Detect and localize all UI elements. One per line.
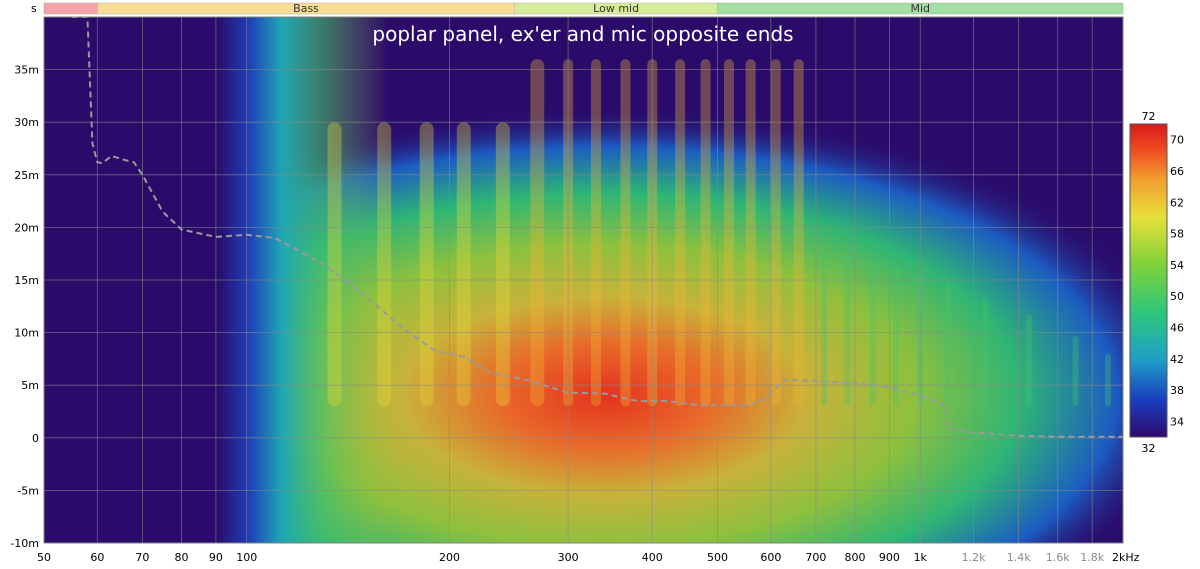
decay-streak	[1072, 336, 1079, 407]
decay-streak	[892, 267, 899, 407]
x-tick-label: 90	[209, 551, 223, 564]
band-segment	[717, 2, 1124, 15]
y-tick-label: 30m	[14, 116, 39, 129]
decay-streak	[982, 296, 989, 407]
color-scale-bar	[1129, 123, 1168, 438]
y-tick-label: -10m	[10, 537, 39, 550]
band-segment	[43, 2, 98, 15]
color-scale-tick-label: 38	[1170, 384, 1184, 397]
band-label: Mid	[910, 2, 930, 15]
x-tick-label: 400	[642, 551, 663, 564]
x-tick-label: 1.2k	[962, 551, 986, 564]
decay-streak	[844, 255, 851, 407]
peak-ridge-curve	[71, 17, 1123, 438]
color-scale-tick-label: 42	[1170, 353, 1184, 366]
x-tick-label: 1k	[914, 551, 928, 564]
decay-streak	[675, 59, 686, 407]
x-tick-label: 100	[236, 551, 257, 564]
decay-streak	[377, 122, 392, 407]
color-scale-tick-label: 62	[1170, 196, 1184, 209]
color-scale-tick-label: 46	[1170, 321, 1184, 334]
plot-border	[43, 16, 1124, 544]
decay-streak	[419, 122, 434, 407]
plot-area	[44, 17, 1123, 543]
decay-streak	[456, 122, 471, 407]
color-scale-legend: 72 32 70 66 62 58 54 50 46 42 38 34	[1129, 110, 1184, 455]
y-tick-label: 25m	[14, 169, 39, 182]
x-tick-label: 700	[805, 551, 826, 564]
decay-streak	[745, 59, 756, 407]
decay-streak	[1025, 314, 1032, 407]
decay-streak	[1104, 353, 1111, 407]
x-axis-ticks: 50 60 70 80 90 100 200 300 400 500 600 700 800 900 1k 1…	[37, 551, 1140, 564]
y-tick-label: 15m	[14, 274, 39, 287]
band-label: Low mid	[593, 2, 639, 15]
x-tick-label: 70	[135, 551, 149, 564]
y-tick-label: 0	[32, 432, 39, 445]
x-tick-label: 80	[174, 551, 188, 564]
decay-streak	[620, 59, 631, 407]
color-scale-tick-label: 66	[1170, 165, 1184, 178]
y-tick-label: 35m	[14, 64, 39, 77]
color-scale-min-label: 32	[1142, 442, 1156, 455]
x-tick-label: 800	[844, 551, 865, 564]
color-scale-max-label: 72	[1142, 110, 1156, 123]
x-tick-label: 60	[90, 551, 104, 564]
color-scale-tick-label: 54	[1170, 259, 1184, 272]
decay-streak	[821, 250, 828, 407]
x-tick-label: 500	[707, 551, 728, 564]
decay-streak	[327, 122, 342, 407]
decay-streak	[530, 59, 545, 407]
color-scale-tick-label: 34	[1170, 415, 1184, 428]
decay-streaks	[327, 59, 1111, 407]
decay-streak	[945, 283, 952, 407]
x-tick-label: 50	[37, 551, 51, 564]
x-tick-label: 200	[439, 551, 460, 564]
y-tick-label: 5m	[21, 379, 39, 392]
y-tick-label: 20m	[14, 221, 39, 234]
decay-streak	[723, 59, 734, 407]
y-axis-ticks: 35m 30m 25m 20m 15m 10m 5m 0 -5m -10m	[10, 64, 39, 550]
x-tick-label: 600	[760, 551, 781, 564]
x-tick-label: 300	[558, 551, 579, 564]
decay-streak	[590, 59, 601, 407]
decay-streak	[793, 59, 804, 407]
color-scale-tick-label: 70	[1170, 134, 1184, 147]
y-axis-unit-label: s	[31, 2, 37, 15]
x-tick-label: 1.4k	[1007, 551, 1031, 564]
x-tick-label: 900	[879, 551, 900, 564]
decay-streak	[869, 261, 876, 407]
decay-streak	[700, 59, 711, 407]
y-tick-label: -5m	[17, 484, 39, 497]
grid-lines	[44, 17, 1123, 543]
decay-streak	[495, 122, 510, 407]
y-tick-label: 10m	[14, 327, 39, 340]
color-scale-tick-label: 58	[1170, 228, 1184, 241]
x-tick-label: 2kHz	[1112, 551, 1140, 564]
x-tick-label: 1.8k	[1080, 551, 1104, 564]
decay-streak	[770, 59, 781, 407]
band-label: Bass	[293, 2, 319, 15]
x-tick-label: 1.6k	[1046, 551, 1070, 564]
frequency-band-bar: Bass Low mid Mid	[43, 2, 1124, 15]
color-scale-tick-label: 50	[1170, 290, 1184, 303]
chart-title: poplar panel, ex'er and mic opposite end…	[372, 22, 793, 46]
